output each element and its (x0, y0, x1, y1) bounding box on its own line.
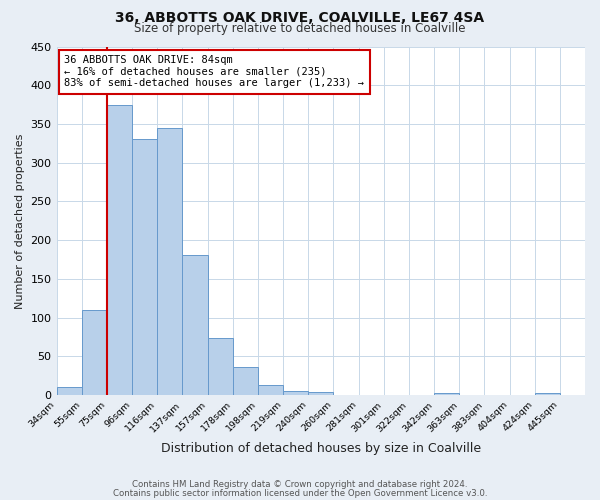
X-axis label: Distribution of detached houses by size in Coalville: Distribution of detached houses by size … (161, 442, 481, 455)
Bar (283, 390, 308, 395)
Bar (308, 392, 334, 395)
Text: 36 ABBOTTS OAK DRIVE: 84sqm
← 16% of detached houses are smaller (235)
83% of se: 36 ABBOTTS OAK DRIVE: 84sqm ← 16% of det… (64, 55, 364, 88)
Bar (182, 255, 208, 395)
Bar (258, 385, 283, 395)
Bar (82, 310, 107, 395)
Bar (56, 388, 82, 395)
Text: 36, ABBOTTS OAK DRIVE, COALVILLE, LE67 4SA: 36, ABBOTTS OAK DRIVE, COALVILLE, LE67 4… (115, 11, 485, 25)
Bar (132, 140, 157, 395)
Text: Size of property relative to detached houses in Coalville: Size of property relative to detached ho… (134, 22, 466, 35)
Text: Contains HM Land Registry data © Crown copyright and database right 2024.: Contains HM Land Registry data © Crown c… (132, 480, 468, 489)
Bar (434, 393, 459, 395)
Bar (208, 338, 233, 395)
Text: Contains public sector information licensed under the Open Government Licence v3: Contains public sector information licen… (113, 488, 487, 498)
Bar (107, 104, 132, 395)
Bar (535, 393, 560, 395)
Bar (157, 128, 182, 395)
Bar (233, 368, 258, 395)
Y-axis label: Number of detached properties: Number of detached properties (15, 133, 25, 308)
